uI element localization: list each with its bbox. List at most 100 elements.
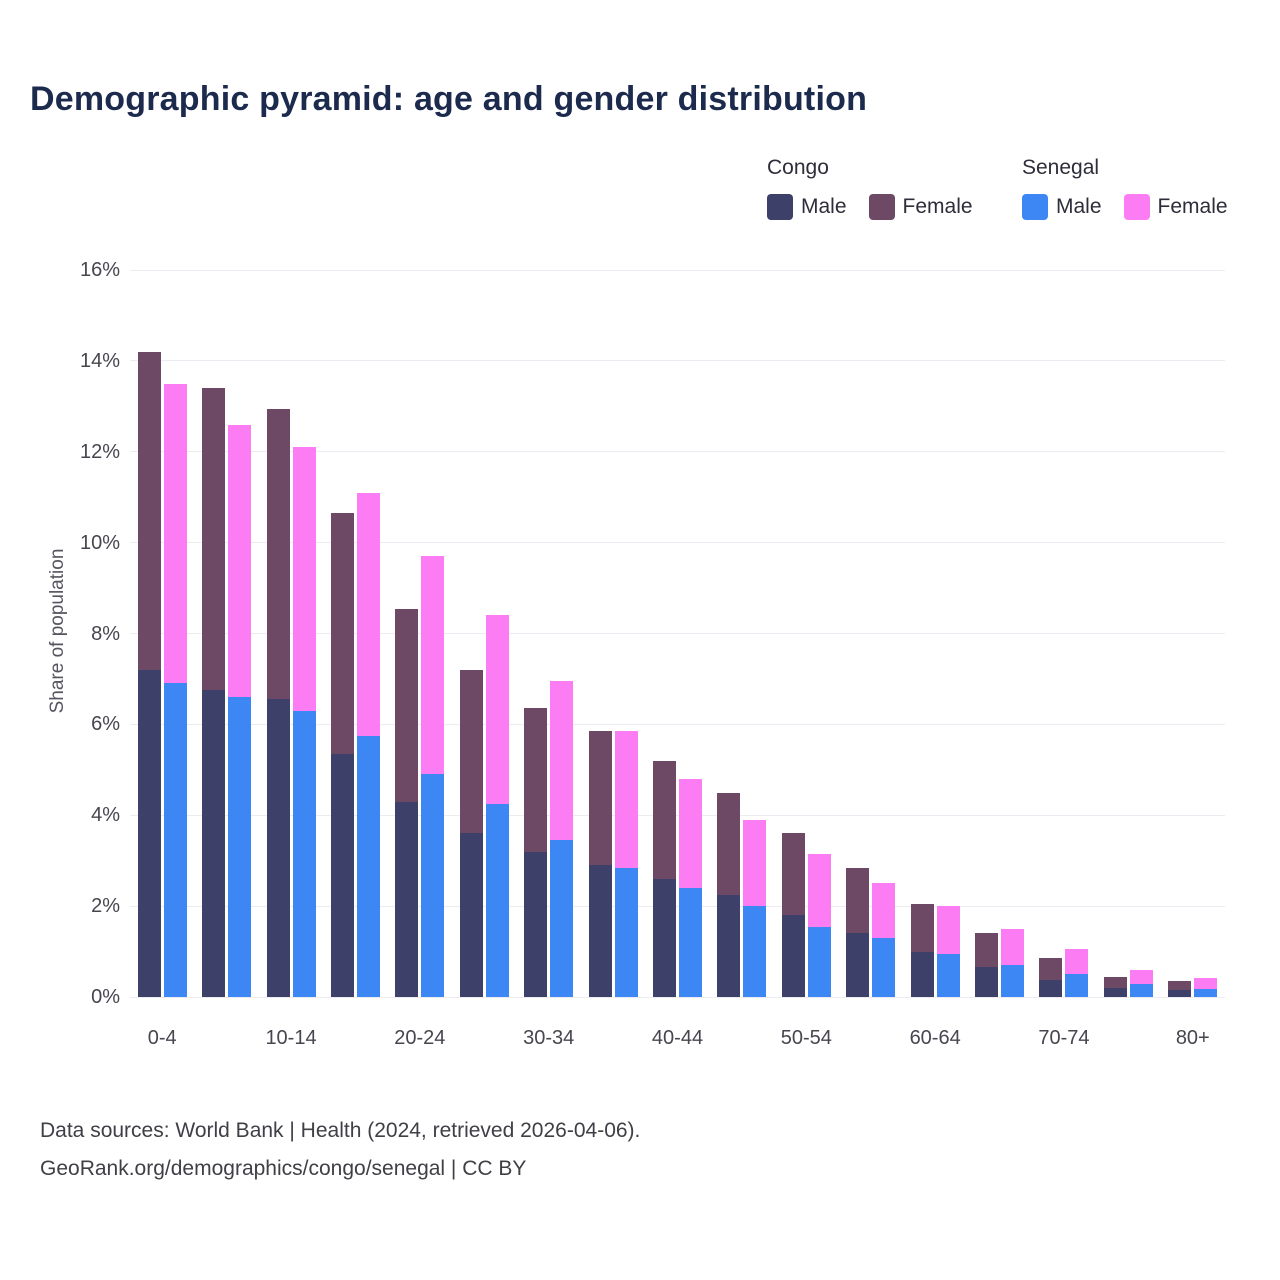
- segment-senegal-male[interactable]: [1001, 965, 1025, 997]
- segment-congo-male[interactable]: [588, 865, 612, 997]
- segment-congo-female[interactable]: [653, 760, 676, 879]
- segment-congo-female[interactable]: [459, 669, 483, 834]
- segment-senegal-male[interactable]: [421, 774, 445, 997]
- segment-congo-male[interactable]: [266, 699, 290, 997]
- segment-congo-male[interactable]: [459, 833, 483, 997]
- segment-senegal-female[interactable]: [743, 819, 767, 907]
- segment-senegal-male[interactable]: [679, 887, 702, 997]
- bar-senegal-0-4[interactable]: [163, 383, 187, 997]
- segment-senegal-male[interactable]: [228, 697, 252, 997]
- segment-senegal-female[interactable]: [550, 681, 574, 841]
- bar-senegal-80+[interactable]: [1194, 977, 1218, 997]
- bar-congo-10-14[interactable]: [266, 408, 290, 997]
- segment-senegal-male[interactable]: [485, 803, 509, 997]
- segment-congo-female[interactable]: [137, 351, 161, 670]
- segment-congo-male[interactable]: [1039, 979, 1063, 997]
- segment-congo-male[interactable]: [846, 933, 870, 997]
- segment-senegal-male[interactable]: [743, 906, 767, 997]
- segment-congo-male[interactable]: [137, 669, 161, 997]
- segment-congo-female[interactable]: [846, 867, 870, 934]
- bar-senegal-50-54[interactable]: [807, 853, 831, 997]
- segment-senegal-male[interactable]: [292, 710, 316, 997]
- segment-congo-male[interactable]: [202, 690, 226, 997]
- segment-congo-female[interactable]: [1103, 976, 1127, 988]
- bar-congo-60-64[interactable]: [910, 903, 934, 997]
- segment-senegal-female[interactable]: [936, 906, 960, 954]
- segment-congo-male[interactable]: [330, 753, 354, 997]
- segment-congo-female[interactable]: [1168, 981, 1192, 991]
- bar-congo-70-74[interactable]: [1039, 958, 1063, 997]
- segment-congo-male[interactable]: [395, 801, 419, 997]
- segment-congo-male[interactable]: [781, 915, 805, 997]
- segment-congo-female[interactable]: [330, 513, 354, 754]
- bar-congo-75-79[interactable]: [1103, 976, 1127, 997]
- bar-congo-15-19[interactable]: [330, 513, 354, 997]
- segment-congo-female[interactable]: [975, 933, 999, 968]
- bar-senegal-70-74[interactable]: [1065, 949, 1089, 997]
- bar-congo-45-49[interactable]: [717, 792, 741, 997]
- segment-senegal-male[interactable]: [1194, 988, 1218, 997]
- bar-congo-80+[interactable]: [1168, 981, 1192, 997]
- segment-congo-female[interactable]: [781, 833, 805, 916]
- bar-senegal-25-29[interactable]: [485, 615, 509, 997]
- segment-senegal-male[interactable]: [550, 840, 574, 997]
- segment-congo-female[interactable]: [395, 608, 419, 802]
- segment-senegal-female[interactable]: [292, 447, 316, 711]
- bar-congo-20-24[interactable]: [395, 608, 419, 997]
- segment-congo-female[interactable]: [910, 903, 934, 952]
- segment-congo-female[interactable]: [266, 408, 290, 700]
- bar-senegal-45-49[interactable]: [743, 819, 767, 997]
- bar-senegal-20-24[interactable]: [421, 556, 445, 997]
- segment-senegal-male[interactable]: [163, 683, 187, 997]
- bar-congo-50-54[interactable]: [781, 833, 805, 997]
- segment-senegal-male[interactable]: [614, 867, 638, 997]
- segment-senegal-female[interactable]: [1001, 928, 1025, 966]
- bar-senegal-65-69[interactable]: [1001, 928, 1025, 997]
- bar-senegal-10-14[interactable]: [292, 447, 316, 997]
- segment-congo-female[interactable]: [1039, 958, 1063, 980]
- bar-senegal-35-39[interactable]: [614, 731, 638, 997]
- segment-senegal-female[interactable]: [872, 882, 896, 938]
- bar-senegal-75-79[interactable]: [1129, 969, 1153, 997]
- segment-senegal-female[interactable]: [163, 383, 187, 684]
- segment-congo-female[interactable]: [202, 388, 226, 691]
- bar-congo-55-59[interactable]: [846, 867, 870, 997]
- bar-congo-25-29[interactable]: [459, 669, 483, 997]
- bar-congo-30-34[interactable]: [524, 708, 548, 997]
- bar-senegal-60-64[interactable]: [936, 906, 960, 997]
- bar-congo-65-69[interactable]: [975, 933, 999, 997]
- segment-senegal-female[interactable]: [228, 424, 252, 698]
- segment-congo-female[interactable]: [717, 792, 741, 895]
- legend-item-senegal-female[interactable]: Female: [1123, 194, 1228, 220]
- bar-senegal-30-34[interactable]: [550, 681, 574, 997]
- bar-senegal-55-59[interactable]: [872, 882, 896, 998]
- segment-congo-male[interactable]: [653, 878, 676, 997]
- segment-senegal-female[interactable]: [421, 556, 445, 775]
- segment-senegal-male[interactable]: [356, 735, 380, 997]
- segment-senegal-female[interactable]: [614, 731, 638, 868]
- segment-senegal-male[interactable]: [872, 937, 896, 997]
- segment-senegal-female[interactable]: [807, 853, 831, 927]
- segment-senegal-female[interactable]: [485, 615, 509, 804]
- legend-item-congo-female[interactable]: Female: [868, 194, 973, 220]
- legend-item-congo-male[interactable]: Male: [767, 194, 847, 220]
- segment-senegal-male[interactable]: [1129, 984, 1153, 997]
- segment-congo-male[interactable]: [975, 967, 999, 997]
- segment-congo-male[interactable]: [1168, 990, 1192, 997]
- segment-congo-female[interactable]: [524, 708, 548, 852]
- segment-senegal-female[interactable]: [356, 492, 380, 736]
- bar-senegal-5-9[interactable]: [228, 424, 252, 998]
- bar-congo-5-9[interactable]: [202, 388, 226, 997]
- segment-congo-male[interactable]: [717, 894, 741, 997]
- bar-congo-0-4[interactable]: [137, 351, 161, 997]
- segment-congo-male[interactable]: [910, 951, 934, 997]
- bar-congo-35-39[interactable]: [588, 731, 612, 997]
- segment-senegal-female[interactable]: [679, 778, 702, 888]
- segment-senegal-female[interactable]: [1129, 969, 1153, 985]
- bar-senegal-40-44[interactable]: [679, 778, 702, 997]
- segment-senegal-male[interactable]: [807, 926, 831, 997]
- segment-senegal-female[interactable]: [1065, 949, 1089, 975]
- segment-congo-male[interactable]: [1103, 987, 1127, 997]
- bar-senegal-15-19[interactable]: [356, 492, 380, 997]
- legend-item-senegal-male[interactable]: Male: [1022, 194, 1102, 220]
